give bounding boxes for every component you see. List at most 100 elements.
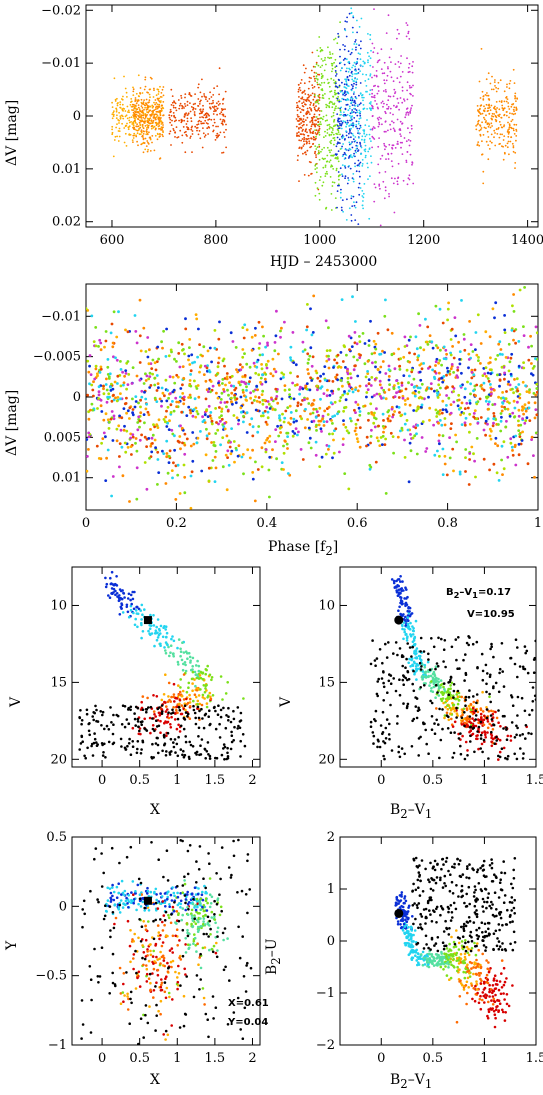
data-point bbox=[504, 397, 508, 400]
data-point bbox=[320, 110, 323, 112]
data-point bbox=[275, 309, 278, 313]
data-point bbox=[213, 346, 217, 350]
data-point bbox=[332, 79, 335, 81]
data-point bbox=[191, 745, 195, 748]
data-point bbox=[320, 455, 324, 459]
data-point bbox=[225, 123, 227, 126]
data-point bbox=[294, 427, 298, 430]
data-point bbox=[111, 732, 115, 736]
data-point bbox=[222, 388, 226, 391]
data-point bbox=[306, 368, 310, 371]
data-point bbox=[156, 122, 159, 125]
data-point bbox=[154, 446, 158, 450]
data-point bbox=[360, 153, 363, 155]
data-point bbox=[127, 373, 131, 376]
data-point bbox=[362, 207, 364, 210]
data-point bbox=[331, 432, 334, 436]
data-point bbox=[353, 61, 356, 64]
data-point bbox=[346, 103, 349, 106]
data-point bbox=[325, 207, 327, 210]
data-point bbox=[420, 362, 423, 366]
data-point bbox=[306, 361, 310, 365]
data-point bbox=[185, 652, 189, 655]
data-point bbox=[195, 387, 199, 390]
data-point bbox=[303, 71, 306, 74]
data-point bbox=[121, 704, 125, 707]
data-point bbox=[347, 272, 350, 275]
data-point bbox=[111, 133, 114, 136]
data-point bbox=[137, 106, 140, 109]
x-tick-label: 0 bbox=[82, 516, 90, 531]
data-point bbox=[359, 53, 361, 55]
data-point bbox=[190, 120, 193, 123]
data-point bbox=[155, 374, 159, 377]
data-point bbox=[338, 127, 341, 129]
data-point bbox=[318, 131, 320, 134]
data-point bbox=[527, 406, 531, 410]
data-point bbox=[408, 38, 411, 40]
data-point bbox=[492, 88, 495, 91]
data-point bbox=[342, 92, 344, 95]
data-point bbox=[356, 141, 358, 144]
data-point bbox=[341, 175, 344, 178]
data-point bbox=[222, 113, 225, 116]
data-point bbox=[163, 625, 166, 628]
data-point bbox=[384, 492, 388, 495]
data-point bbox=[298, 117, 301, 120]
data-point bbox=[316, 81, 319, 84]
data-point bbox=[307, 87, 310, 90]
data-point bbox=[196, 705, 200, 709]
data-point bbox=[136, 740, 140, 743]
data-point bbox=[221, 382, 224, 385]
data-point bbox=[407, 381, 410, 385]
data-point bbox=[156, 138, 159, 141]
data-point bbox=[261, 353, 264, 357]
data-point bbox=[97, 345, 100, 348]
data-point bbox=[252, 361, 256, 365]
data-point bbox=[362, 104, 365, 106]
data-point bbox=[154, 118, 157, 121]
data-point bbox=[476, 421, 480, 425]
data-point bbox=[341, 67, 343, 69]
data-point bbox=[264, 373, 268, 376]
data-point bbox=[345, 70, 347, 73]
data-point bbox=[241, 453, 245, 456]
data-point bbox=[343, 111, 345, 114]
data-point bbox=[255, 384, 259, 388]
data-point bbox=[412, 377, 416, 381]
data-point bbox=[214, 432, 218, 435]
data-point bbox=[509, 140, 512, 143]
data-point bbox=[229, 720, 233, 724]
data-point bbox=[298, 180, 300, 183]
data-point bbox=[317, 414, 320, 417]
data-point bbox=[87, 729, 91, 733]
data-point bbox=[449, 411, 453, 415]
data-point bbox=[255, 360, 259, 364]
data-point bbox=[332, 366, 335, 369]
data-point bbox=[299, 107, 301, 110]
data-point bbox=[179, 102, 182, 105]
data-point bbox=[282, 451, 286, 455]
data-point bbox=[322, 166, 325, 169]
data-point bbox=[129, 608, 133, 612]
data-point bbox=[205, 702, 209, 705]
data-point bbox=[432, 423, 435, 427]
data-point bbox=[392, 451, 395, 455]
data-point bbox=[155, 102, 158, 104]
data-point bbox=[373, 200, 376, 203]
data-point bbox=[298, 86, 301, 89]
data-point bbox=[325, 444, 329, 447]
data-point bbox=[375, 234, 377, 236]
y-tick-label: −0.01 bbox=[41, 309, 81, 324]
data-point bbox=[121, 103, 124, 106]
data-point bbox=[491, 307, 495, 311]
data-point bbox=[532, 365, 536, 368]
data-point bbox=[95, 744, 99, 747]
data-point bbox=[205, 434, 209, 438]
data-point bbox=[88, 354, 92, 357]
data-point bbox=[185, 697, 188, 701]
data-point bbox=[181, 134, 184, 137]
data-point bbox=[192, 708, 196, 712]
data-point bbox=[346, 119, 349, 122]
data-point bbox=[194, 125, 197, 128]
